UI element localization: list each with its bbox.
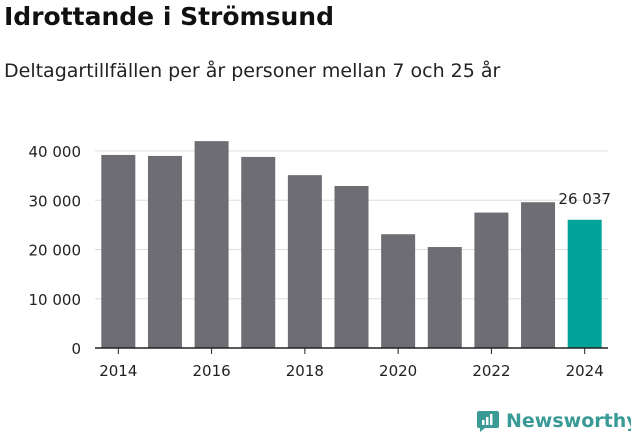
y-tick-labels: 0 10 000 20 000 30 000 40 000 [29,143,82,358]
x-tick-label: 2018 [286,362,324,380]
data-label: 26 037 [558,190,611,208]
x-tick-label: 2024 [566,362,604,380]
x-tick-label: 2016 [192,362,230,380]
data-labels: 26 037 [558,190,611,208]
brand-name: Newsworthy [506,410,631,432]
chart-subtitle: Deltagartillfällen per år personer mella… [4,60,501,82]
bar-2021 [427,247,462,348]
bar-2018 [287,175,322,348]
x-tick-label: 2020 [379,362,417,380]
y-tick-label: 40 000 [29,143,82,161]
bar-2023 [521,202,556,348]
newsworthy-logo-icon [477,411,499,432]
y-tick-label: 30 000 [29,192,82,210]
x-tick-label: 2014 [99,362,137,380]
bar-2014 [101,154,136,348]
newsworthy-brand: Newsworthy [476,406,631,436]
chart-title: Idrottande i Strömsund [4,2,334,31]
bar-2016 [194,141,229,348]
y-tick-label: 10 000 [29,291,82,309]
x-axis [95,347,608,354]
x-tick-labels: 2014 2016 2018 2020 2022 2024 [99,362,604,380]
bar-2019 [334,185,369,348]
x-tick-label: 2022 [472,362,510,380]
bar-2017 [241,156,276,348]
bars [101,141,602,348]
bar-2022 [474,212,509,348]
y-tick-label: 0 [71,340,81,358]
bar-2024 [567,219,602,348]
bar-2015 [147,155,182,348]
y-tick-label: 20 000 [29,242,82,260]
bar-2020 [381,234,416,348]
